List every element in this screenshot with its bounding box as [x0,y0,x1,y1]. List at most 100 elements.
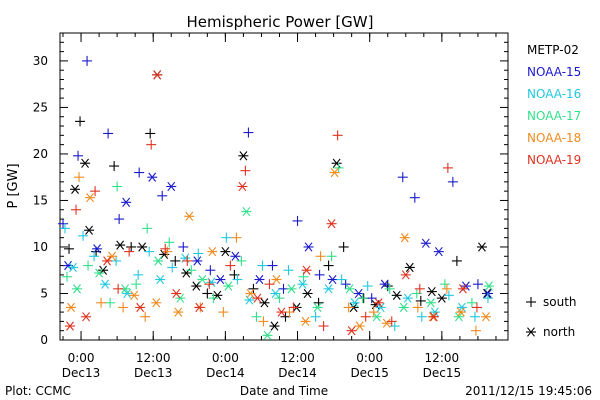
data-point-north [483,281,494,291]
data-point-north [381,318,392,328]
marker-legend-label: south [543,295,577,309]
data-point-south [384,283,395,294]
data-point-north [80,158,91,168]
data-point-north [215,274,226,285]
data-point-south [257,260,268,271]
x-axis: 0:00Dec1312:00Dec130:00Dec1412:00Dec140:… [62,33,497,380]
y-tick-label: 30 [33,54,48,68]
legend: METP-02 NOAA-15 NOAA-16 NOAA-17 NOAA-18 NOAA-… [527,43,581,167]
data-point-north [175,293,186,303]
data-point-south [357,293,368,304]
data-point-north [476,242,487,252]
data-point-north [151,298,162,308]
data-point-north [66,302,77,313]
legend-item: NOAA-16 [527,87,581,101]
data-point-north [122,288,133,299]
legend-item: METP-02 [527,43,579,57]
data-point-north [92,244,103,254]
data-point-south [288,302,299,313]
data-point-north [349,298,360,308]
data-point-north [173,307,184,317]
data-point-south [414,283,425,294]
data-point-south [208,293,219,304]
data-point-south [251,311,262,322]
legend-item: NOAA-15 [527,65,581,79]
data-point-south [368,307,379,318]
data-point-south [134,167,145,178]
x-tick-label-time: 0:00 [356,351,383,365]
data-point-north [329,167,340,178]
data-point-north [155,274,166,285]
data-point-north [286,284,297,294]
data-point-south [58,218,69,229]
data-point-south [332,130,343,141]
data-point-south [218,307,229,318]
data-point-south [83,260,94,271]
chart-title: Hemispheric Power [GW] [187,13,374,31]
data-point-north [297,279,308,289]
data-point-south [160,243,171,254]
data-point-south [470,325,481,336]
data-point-north [302,288,313,299]
data-point-north [433,246,444,257]
data-points [58,55,494,340]
data-point-north [344,284,355,294]
data-point-south [145,128,156,139]
data-point-north [391,290,402,300]
data-point-north [301,265,312,275]
data-point-south [416,311,427,322]
data-point-north [137,242,148,252]
footer-timestamp: 2011/12/15 19:45:06 [465,384,592,398]
data-point-north [300,316,311,327]
data-point-north [373,298,384,308]
data-point-south [64,243,75,254]
data-point-north [192,256,203,266]
data-point-north [65,321,76,331]
data-point-south [96,297,107,308]
data-point-north [153,256,164,266]
data-point-south [113,283,124,294]
data-point-south [382,281,393,292]
data-point-south [60,223,71,234]
data-point-north [135,302,146,313]
data-point-north [85,193,96,203]
x-tick-label-date: Dec15 [423,366,462,380]
data-point-south [89,251,100,262]
data-point-north [147,172,158,182]
data-point-north [269,321,280,331]
data-point-north [480,312,491,322]
data-point-south [73,150,84,161]
data-point-north [455,307,466,317]
data-point-south [409,192,420,203]
x-tick-label-date: Dec13 [62,366,101,380]
data-point-north [230,251,241,261]
data-point-south [202,288,213,299]
data-point-north [259,298,270,308]
data-point-south [469,311,480,322]
x-axis-label: Date and Time [240,384,328,398]
data-point-south [144,246,155,257]
data-point-north [220,246,231,257]
data-point-south [415,295,426,306]
data-point-north [453,312,464,322]
data-point-north [426,286,437,297]
data-point-north [375,302,386,313]
marker-legend: south north [526,295,577,339]
data-point-north [262,330,273,340]
data-point-north [241,206,252,217]
data-point-south [74,172,85,183]
data-point-north [152,70,163,80]
data-point-north [327,274,338,285]
data-point-north [254,274,265,285]
data-point-north [399,233,410,243]
data-point-north [428,312,439,322]
data-point-north [323,284,334,294]
data-point-north [238,151,249,161]
y-tick-label: 20 [33,147,48,161]
data-point-south [71,204,82,215]
data-point-south [78,230,89,241]
data-point-south [103,128,114,139]
data-point-north [197,274,208,285]
data-point-south [447,176,458,187]
data-point-south [326,251,337,262]
